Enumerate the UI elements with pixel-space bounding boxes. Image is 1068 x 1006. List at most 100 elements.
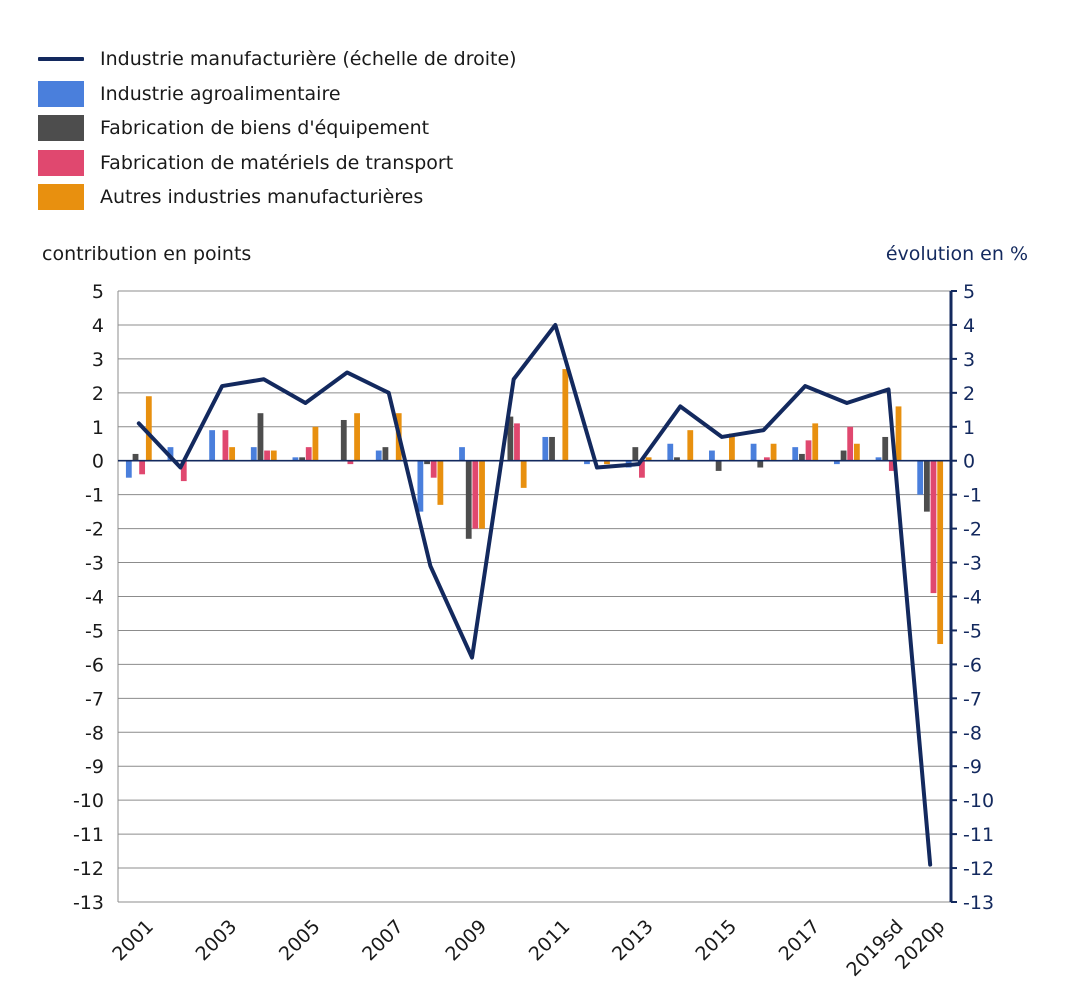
bar — [667, 443, 674, 461]
bar — [465, 460, 472, 539]
x-tick-label: 2005 — [275, 916, 325, 966]
legend-item-line: Industrie manufacturière (échelle de dro… — [38, 42, 517, 77]
bar — [375, 450, 382, 461]
bar — [805, 440, 812, 461]
y-tick-label-left: -7 — [85, 688, 104, 710]
bar — [687, 430, 694, 461]
bar — [264, 450, 270, 461]
bar — [520, 460, 527, 488]
bar — [763, 457, 770, 461]
bar — [632, 447, 639, 461]
legend-label-autres: Autres industries manufacturières — [100, 186, 424, 209]
bar — [895, 406, 902, 461]
bar — [840, 450, 847, 461]
bar — [542, 436, 549, 461]
x-tick-label: 2019sd — [842, 916, 907, 981]
y-tick-label-right: -5 — [963, 620, 982, 642]
bar — [757, 460, 764, 468]
y-tick-label-left: -8 — [85, 722, 104, 744]
legend-line-swatch — [38, 57, 84, 62]
bar — [639, 460, 645, 478]
bar — [853, 443, 860, 461]
legend-item-equipement: Fabrication de biens d'équipement — [38, 111, 517, 146]
legend-transport-swatch — [38, 149, 84, 176]
bar — [833, 460, 840, 465]
bar — [145, 396, 152, 461]
bar — [715, 460, 722, 471]
bar — [347, 460, 354, 465]
bar — [299, 457, 306, 461]
y-tick-label-right: 2 — [963, 383, 975, 405]
y-tick-label-left: -6 — [85, 654, 104, 676]
bar — [312, 426, 319, 461]
bar — [340, 419, 347, 461]
y-tick-label-left: 5 — [92, 281, 104, 303]
bar — [257, 413, 264, 461]
x-tick-label: 2001 — [108, 916, 158, 966]
legend-label-agro: Industrie agroalimentaire — [100, 82, 341, 105]
legend-item-autres: Autres industries manufacturières — [38, 180, 517, 215]
bar — [250, 447, 257, 461]
bar — [382, 447, 389, 461]
y-tick-label-right: 1 — [963, 417, 975, 439]
bar — [270, 450, 277, 461]
bar — [222, 430, 229, 461]
legend-label-transport: Fabrication de matériels de transport — [100, 151, 454, 174]
bar — [888, 460, 895, 471]
bar — [417, 460, 424, 512]
y-tick-label-left: 2 — [92, 383, 104, 405]
bar — [132, 453, 139, 461]
y-tick-label-right: -7 — [963, 688, 982, 710]
y-tick-label-left: -10 — [73, 790, 104, 812]
bar — [792, 447, 799, 461]
bar — [479, 460, 485, 529]
bar — [604, 460, 610, 465]
x-tick-label: 2007 — [358, 916, 408, 966]
right-axis-title: évolution en % — [885, 243, 1028, 265]
bar — [229, 447, 236, 461]
x-tick-label: 2009 — [441, 916, 491, 966]
bar — [930, 460, 937, 594]
bar — [709, 450, 715, 461]
x-tick-label: 2011 — [525, 916, 575, 966]
y-tick-label-left: 1 — [92, 417, 104, 439]
bar — [674, 457, 680, 461]
y-tick-label-left: -12 — [73, 858, 104, 880]
bar — [937, 460, 944, 645]
bar — [549, 436, 555, 461]
bar — [750, 443, 757, 461]
bar — [472, 460, 479, 529]
x-tick-label: 2017 — [775, 916, 825, 966]
bar — [292, 457, 299, 461]
y-tick-label-right: -9 — [963, 756, 982, 778]
legend-item-transport: Fabrication de matériels de transport — [38, 146, 517, 181]
y-tick-label-right: -12 — [963, 858, 994, 880]
bar — [507, 416, 514, 461]
y-tick-label-left: -2 — [85, 519, 104, 541]
bar — [305, 447, 312, 461]
bar — [584, 460, 590, 465]
y-tick-label-right: -10 — [963, 790, 994, 812]
y-tick-label-right: -6 — [963, 654, 982, 676]
x-tick-label: 2013 — [608, 916, 658, 966]
y-tick-label-right: -13 — [963, 892, 994, 914]
bar — [459, 447, 465, 461]
y-tick-label-right: 4 — [963, 315, 975, 337]
bar — [437, 460, 444, 505]
legend-autres-swatch — [38, 184, 84, 211]
y-tick-label-right: -4 — [963, 587, 982, 609]
legend-agro-swatch — [38, 80, 84, 107]
y-tick-label-right: -8 — [963, 722, 982, 744]
bar — [514, 423, 520, 461]
bar — [882, 436, 889, 461]
y-tick-label-right: 0 — [963, 451, 975, 473]
y-tick-label-left: -3 — [85, 553, 104, 575]
y-tick-label-left: 0 — [92, 451, 104, 473]
bar — [180, 460, 187, 482]
bar — [645, 457, 652, 461]
left-axis-title: contribution en points — [42, 243, 252, 265]
bar — [354, 413, 360, 461]
bar — [917, 460, 924, 495]
bar — [562, 369, 569, 461]
